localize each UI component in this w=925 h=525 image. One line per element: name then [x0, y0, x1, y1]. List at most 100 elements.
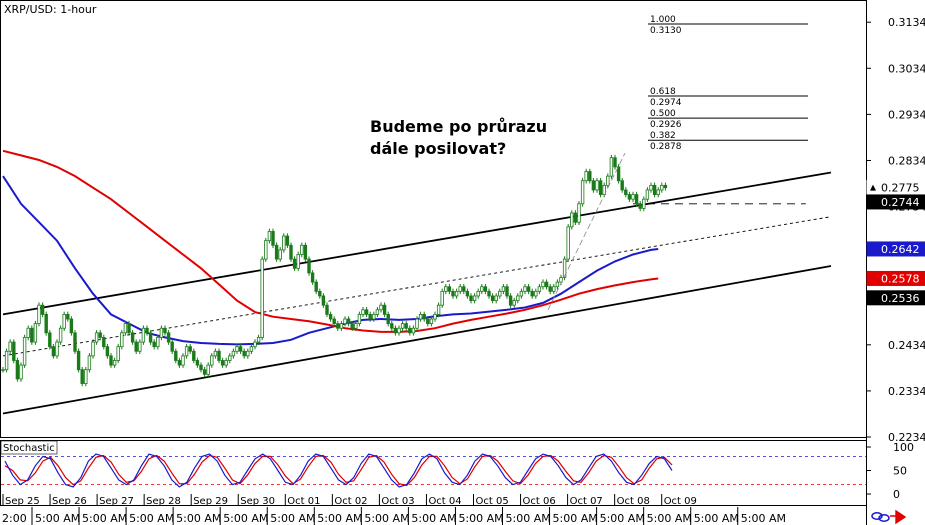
chain-link-icon[interactable]: [871, 512, 890, 522]
candle-body: [638, 203, 642, 209]
candle: [325, 302, 329, 318]
candle: [109, 353, 113, 368]
fib-ratio-label-1: 0.618: [650, 87, 676, 97]
candle: [494, 293, 498, 304]
candle-body: [375, 309, 380, 315]
candle: [660, 182, 664, 193]
candle: [544, 279, 549, 290]
candle: [242, 348, 246, 359]
y-tick-label-2: 0.2934: [888, 108, 925, 121]
candle-body: [242, 350, 246, 357]
candle-body: [494, 295, 498, 301]
candle-body: [141, 327, 146, 343]
price-badge-3: 0.2578: [866, 270, 925, 286]
candle: [80, 366, 84, 387]
arrow-right-icon[interactable]: [890, 509, 907, 525]
stochastic-layer: 100 50 0: [1, 441, 914, 501]
candle: [235, 343, 239, 355]
candle: [577, 201, 581, 225]
candle-body: [562, 258, 567, 278]
candle: [296, 251, 300, 272]
candle-body: [465, 290, 470, 297]
candle-body: [220, 360, 225, 366]
x-day-label-0: Sep 25: [5, 496, 40, 507]
candle-body: [48, 332, 52, 348]
candle-body: [282, 235, 286, 251]
stochastic-y-label-2: 0: [893, 488, 900, 501]
x-time-label-10: 5:00 AM: [506, 512, 551, 525]
candle: [609, 154, 614, 179]
candle: [141, 325, 146, 345]
candle-body: [566, 226, 570, 260]
candle: [321, 293, 326, 308]
candle: [66, 311, 70, 322]
candle: [415, 316, 419, 331]
candle: [375, 307, 380, 318]
candle-body: [379, 304, 383, 311]
candle-body: [454, 290, 459, 297]
candle-body: [1, 369, 5, 372]
candle-body: [274, 244, 279, 260]
chart-title: XRP/USD: 1-hour: [4, 3, 97, 16]
candle: [436, 302, 441, 318]
candle-body: [51, 346, 56, 357]
candle-body: [260, 258, 264, 338]
candle-body: [418, 314, 423, 320]
candle: [462, 283, 466, 295]
candle-body: [408, 327, 412, 334]
ma-line-red: [2, 149, 659, 333]
candle-body: [613, 157, 617, 168]
candle-body: [256, 337, 261, 343]
fib-ratio-label-3: 0.382: [650, 131, 676, 141]
candle-body: [652, 184, 657, 195]
candle-body: [368, 314, 372, 320]
x-day-label-2: Sep 27: [99, 496, 134, 507]
candle-body: [80, 369, 84, 384]
candle: [505, 283, 509, 299]
candle: [454, 288, 459, 299]
candle-body: [145, 327, 149, 334]
candle-body: [235, 346, 239, 352]
candle: [87, 353, 92, 373]
candle: [184, 343, 189, 359]
candle: [274, 242, 279, 262]
candle: [649, 182, 653, 193]
candle: [357, 311, 362, 327]
candle: [217, 348, 221, 364]
candle: [332, 316, 336, 327]
candle: [472, 293, 477, 304]
candle-body: [94, 332, 99, 343]
stochastic-y-label-0: 100: [893, 441, 914, 454]
candle: [433, 311, 437, 322]
candle-body: [249, 346, 254, 352]
price-badge-bg: [866, 290, 925, 306]
candle-body: [69, 318, 74, 334]
fib-price-label-0: 0.3130: [650, 26, 682, 36]
candle-body: [663, 184, 668, 189]
y-tick-label-1: 0.3034: [888, 62, 925, 75]
candle: [249, 343, 254, 355]
candle-body: [98, 332, 102, 338]
candle: [548, 283, 552, 295]
candle-body: [177, 360, 182, 366]
candle-body: [411, 327, 416, 334]
candle: [120, 330, 124, 350]
candle: [260, 256, 264, 341]
x-day-label-4: Sep 29: [193, 496, 228, 507]
candle: [138, 339, 142, 355]
candle: [123, 320, 128, 336]
candle-body: [584, 171, 588, 182]
candle: [192, 348, 196, 364]
candle-body: [285, 235, 290, 246]
candle-body: [84, 369, 88, 384]
candle-body: [120, 332, 124, 348]
candle-body: [336, 323, 340, 329]
candle: [40, 302, 45, 318]
candle: [264, 237, 268, 262]
price-badge-0: 0.2775: [866, 180, 925, 196]
candle: [163, 325, 167, 336]
candle-body: [138, 341, 142, 352]
x-day-label-11: Oct 06: [523, 496, 556, 507]
